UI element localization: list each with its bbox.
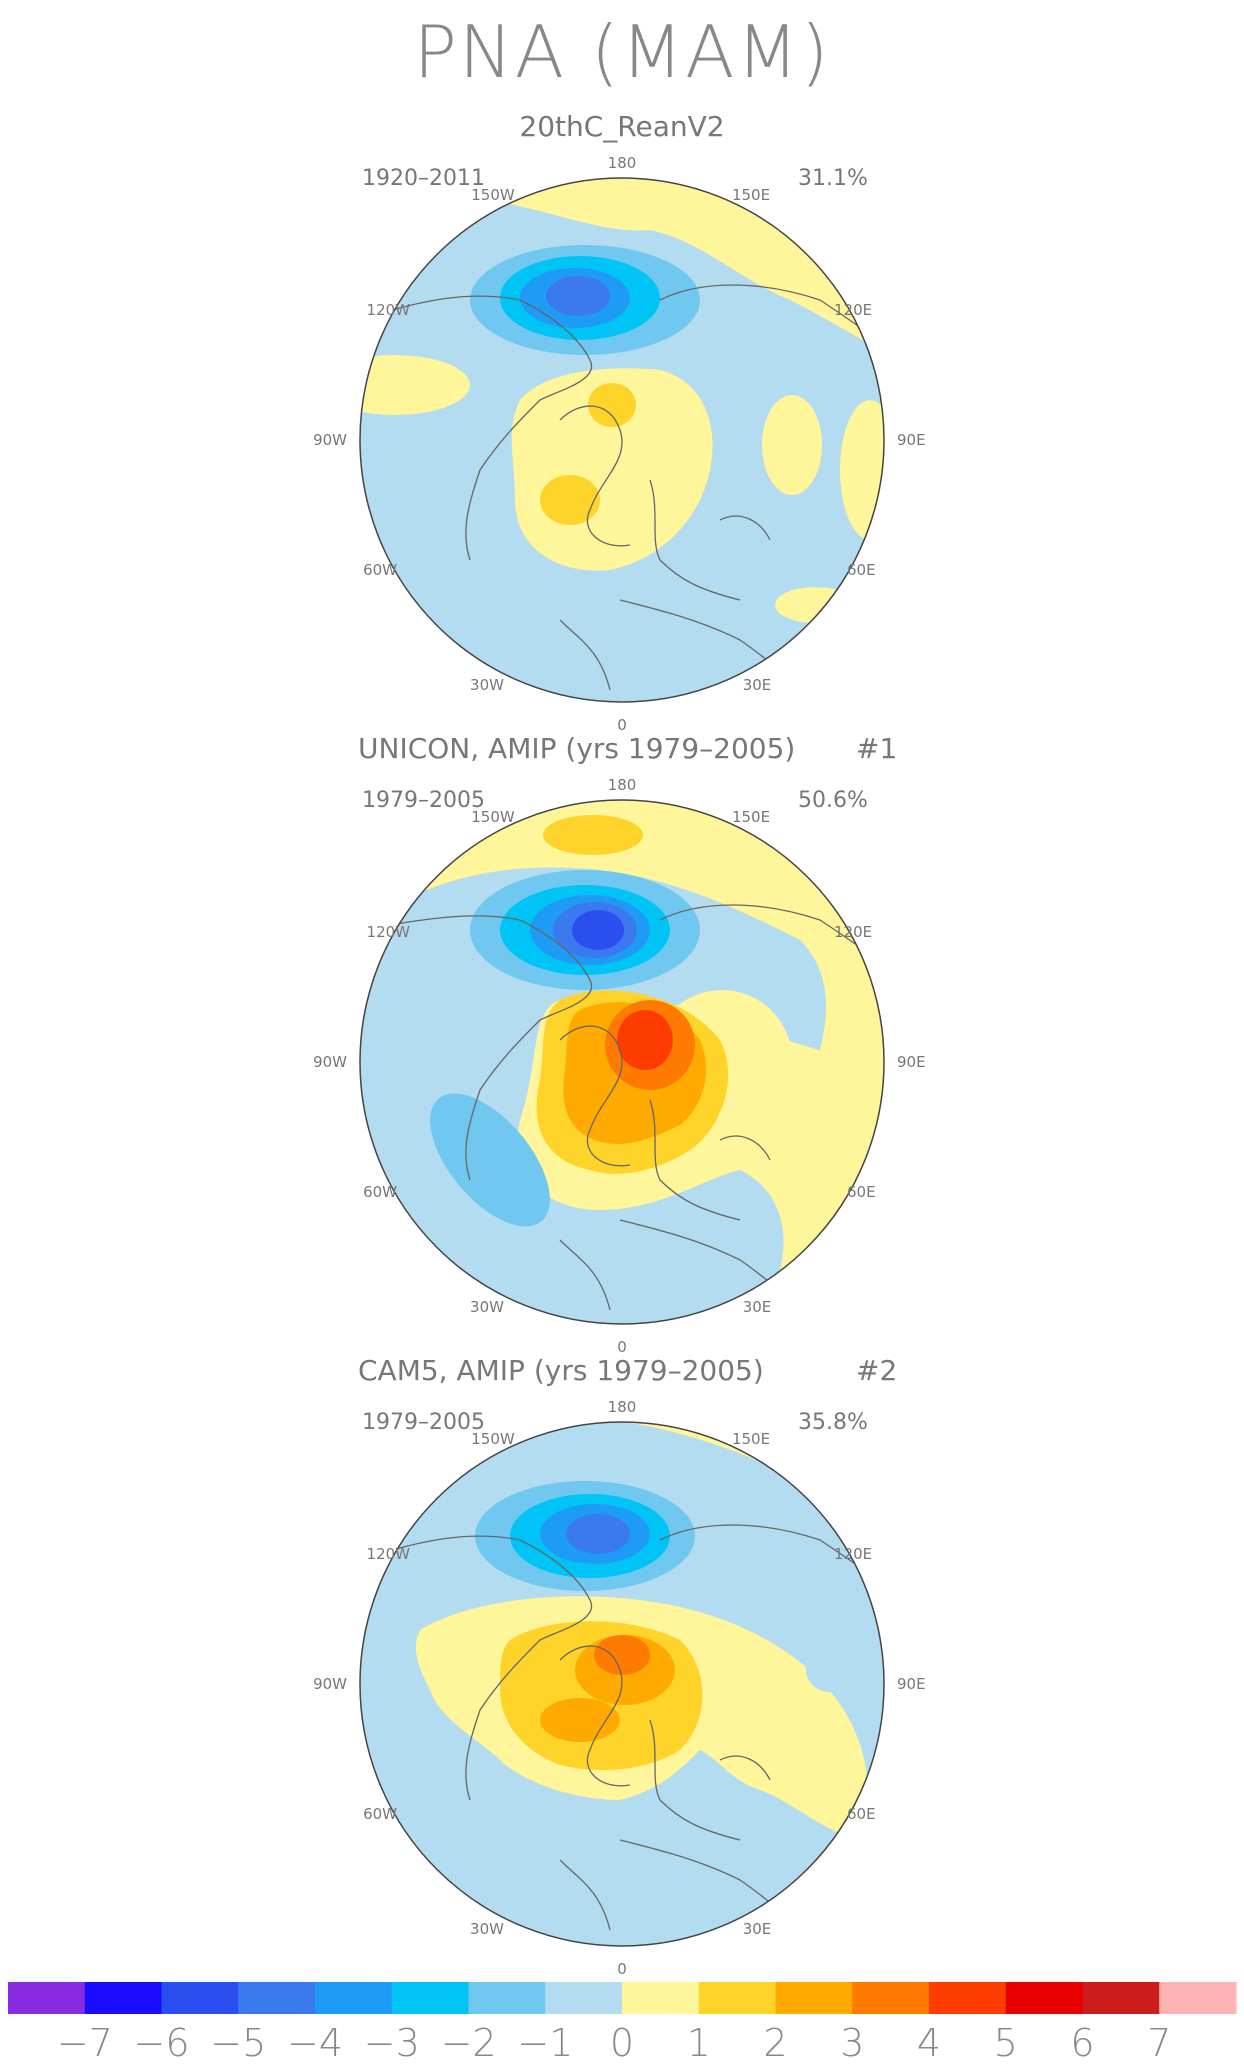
colorbar-label: 6: [1070, 2021, 1094, 2064]
panel-variance-1: 31.1%: [798, 166, 868, 191]
lon-label: 30W: [470, 676, 504, 694]
lon-label: 120W: [367, 923, 411, 941]
colorbar-swatch: [238, 1982, 316, 2014]
lon-label: 0: [617, 1960, 627, 1978]
colorbar-label: −1: [517, 2021, 573, 2064]
lon-label: 150W: [471, 1430, 515, 1448]
colorbar-swatch: [161, 1982, 239, 2014]
panel-number-2: #1: [856, 732, 898, 765]
colorbar-swatch: [1082, 1982, 1160, 2014]
main-title: PNA (MAM): [413, 10, 831, 94]
lon-label: 150W: [471, 186, 515, 204]
lon-label: 180: [608, 154, 637, 172]
colorbar-label: 1: [687, 2021, 711, 2064]
lon-label: 90W: [313, 431, 347, 449]
colorbar-swatch: [929, 1982, 1007, 2014]
colorbar-label: 2: [763, 2021, 787, 2064]
lon-label: 60W: [363, 1183, 397, 1201]
lon-label: 120E: [834, 301, 872, 319]
lon-label: 180: [608, 776, 637, 794]
colorbar-swatch: [622, 1982, 700, 2014]
panel-years-2: 1979–2005: [362, 788, 485, 813]
polar-map-2: [359, 799, 885, 1325]
colorbar-label: −3: [364, 2021, 420, 2064]
colorbar-label: −6: [133, 2021, 189, 2064]
lon-label: 90W: [313, 1053, 347, 1071]
lon-label: 60W: [363, 561, 397, 579]
polar-map-3: [359, 1421, 885, 1947]
colorbar-swatch: [84, 1982, 162, 2014]
colorbar-swatch: [391, 1982, 469, 2014]
colorbar-label: −2: [440, 2021, 496, 2064]
colorbar-swatch: [1005, 1982, 1083, 2014]
colorbar-label: 3: [840, 2021, 864, 2064]
colorbar-swatch: [315, 1982, 393, 2014]
panel-variance-3: 35.8%: [798, 1410, 868, 1435]
lon-label: 120E: [834, 923, 872, 941]
panel-years-3: 1979–2005: [362, 1410, 485, 1435]
lon-label: 150W: [471, 808, 515, 826]
colorbar-label: −4: [287, 2021, 343, 2064]
colorbar-swatch: [1159, 1982, 1237, 2014]
colorbar-label: −7: [57, 2021, 113, 2064]
panel-title-3: CAM5, AMIP (yrs 1979–2005): [358, 1354, 764, 1387]
panel-years-1: 1920–2011: [362, 166, 485, 191]
lon-label: 60E: [847, 1183, 876, 1201]
colorbar-swatch: [775, 1982, 853, 2014]
lon-label: 0: [617, 716, 627, 734]
panel-number-3: #2: [856, 1354, 898, 1387]
colorbar-label: 4: [917, 2021, 941, 2064]
longitude-labels: 180 150W 150E 120W 120E 90W 90E 60W 60E 30W 30E 0 18…: [313, 154, 926, 1978]
lon-label: 30W: [470, 1920, 504, 1938]
lon-label: 90E: [897, 1053, 926, 1071]
lon-label: 90E: [897, 1675, 926, 1693]
lon-label: 60E: [847, 561, 876, 579]
colorbar-label: −5: [210, 2021, 266, 2064]
colorbar-label: 7: [1147, 2021, 1171, 2064]
lon-label: 60E: [847, 1805, 876, 1823]
colorbar-swatch: [545, 1982, 623, 2014]
lon-label: 120W: [367, 1545, 411, 1563]
colorbar-label: 0: [610, 2021, 634, 2064]
lon-label: 120E: [834, 1545, 872, 1563]
lon-label: 150E: [732, 808, 770, 826]
lon-label: 30E: [743, 676, 772, 694]
panel-title-1: 20thC_ReanV2: [519, 110, 725, 143]
lon-label: 120W: [367, 301, 411, 319]
colorbar-swatch: [8, 1982, 86, 2014]
colorbar-swatch: [468, 1982, 546, 2014]
lon-label: 0: [617, 1338, 627, 1356]
colorbar-swatch: [698, 1982, 776, 2014]
panel-title-2: UNICON, AMIP (yrs 1979–2005): [358, 732, 796, 765]
panel-variance-2: 50.6%: [798, 788, 868, 813]
lon-label: 90E: [897, 431, 926, 449]
lon-label: 180: [608, 1398, 637, 1416]
colorbar-swatch: [852, 1982, 930, 2014]
lon-label: 30E: [743, 1298, 772, 1316]
lon-label: 150E: [732, 186, 770, 204]
lon-label: 150E: [732, 1430, 770, 1448]
lon-label: 30W: [470, 1298, 504, 1316]
colorbar-label: 5: [994, 2021, 1018, 2064]
lon-label: 90W: [313, 1675, 347, 1693]
lon-label: 60W: [363, 1805, 397, 1823]
lon-label: 30E: [743, 1920, 772, 1938]
